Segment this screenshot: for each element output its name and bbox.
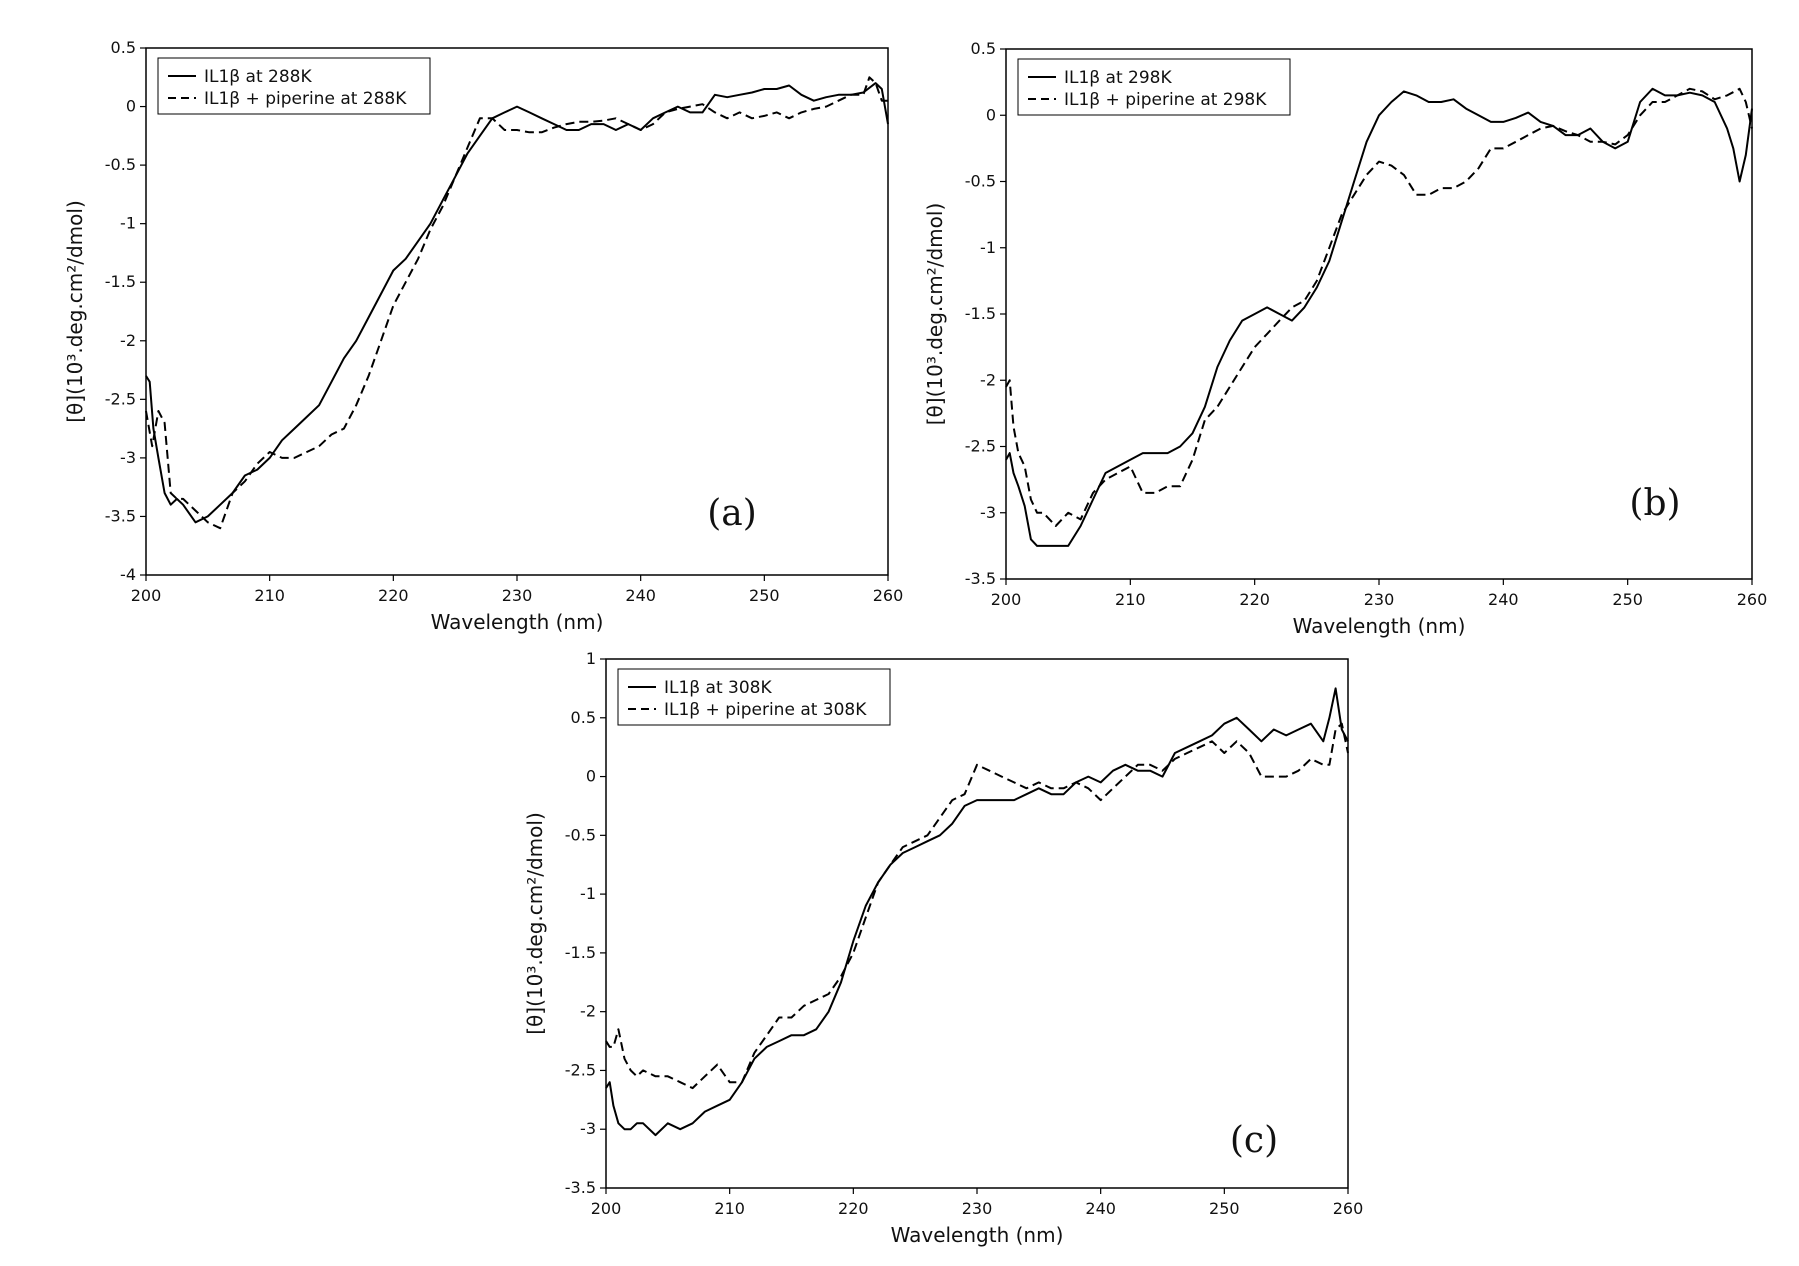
panel-b-y-tick-label: 0.5 xyxy=(971,39,996,58)
panel-c-series-dashed-line xyxy=(605,722,1349,1090)
panel-a-y-tick-label: 0 xyxy=(126,97,136,116)
panel-b-legend-entry-solid: IL1β at 298K xyxy=(1064,68,1172,88)
panel-a-plot-frame xyxy=(145,47,889,576)
panel-a-x-tick-label: 220 xyxy=(378,586,409,605)
panel-c-series-lines xyxy=(605,687,1349,1137)
panel-c-y-tick-label: -2 xyxy=(580,1002,596,1021)
chart-panel-b: 200 210 220 230 240 250 260 0.5 0 -0.5 -1 -1.5 -2 -2.… xyxy=(923,39,1767,638)
panel-a-x-tick-label: 210 xyxy=(254,586,285,605)
panel-b-y-tick-label: -0.5 xyxy=(965,172,996,191)
panel-c-ticks: 200 210 220 230 240 250 260 1 0.5 0 -0.5 -1 -1.5 -2 -2… xyxy=(565,649,1363,1218)
panel-a-legend-entry-solid: IL1β at 288K xyxy=(204,67,312,87)
panel-c-x-tick-label: 230 xyxy=(962,1199,993,1218)
panel-c-y-tick-label: 0.5 xyxy=(571,708,596,727)
panel-b-legend-entry-dashed: IL1β + piperine at 298K xyxy=(1064,90,1267,110)
panel-c-series-solid-line xyxy=(605,687,1349,1137)
panel-c-legend-box xyxy=(617,668,891,726)
panel-b-x-tick-label: 250 xyxy=(1612,590,1643,609)
panel-c-y-axis-label: [θ](10³.deg.cm²/dmol) xyxy=(523,812,547,1035)
panel-a-legend-entry-dashed: IL1β + piperine at 288K xyxy=(204,89,407,109)
panel-b-y-tick-label: -2 xyxy=(980,370,996,389)
chart-panel-c: 200 210 220 230 240 250 260 1 0.5 0 -0.5 -1 -1.5 -2 -2… xyxy=(523,649,1363,1247)
panel-a-label: (a) xyxy=(707,493,757,534)
panel-c-x-tick-label: 220 xyxy=(838,1199,869,1218)
panel-b-x-tick-label: 200 xyxy=(991,590,1022,609)
panel-c-x-tick-label: 260 xyxy=(1333,1199,1364,1218)
panel-c-legend-entry-solid: IL1β at 308K xyxy=(664,678,772,698)
panel-a-y-tick-label: -3.5 xyxy=(105,506,136,525)
panel-c-x-axis-label: Wavelength (nm) xyxy=(891,1223,1064,1247)
panel-b-series-lines xyxy=(1005,87,1753,547)
chart-panel-a: 200 210 220 230 240 250 260 0.5 0 -0.5 -1 -1.5 -2 -2.… xyxy=(63,38,903,634)
panel-a-x-tick-label: 230 xyxy=(502,586,533,605)
panel-a-y-tick-label: -2 xyxy=(120,331,136,350)
panel-c-y-tick-label: -1.5 xyxy=(565,943,596,962)
panel-b-ticks: 200 210 220 230 240 250 260 0.5 0 -0.5 -1 -1.5 -2 -2.… xyxy=(965,39,1767,609)
panel-b-y-tick-label: 0 xyxy=(986,105,996,124)
panel-b-y-tick-label: -3.5 xyxy=(965,569,996,588)
panel-c-legend: IL1β at 308K IL1β + piperine at 308K xyxy=(617,668,891,726)
panel-a-legend: IL1β at 288K IL1β + piperine at 288K xyxy=(157,57,431,115)
panel-c-x-tick-label: 200 xyxy=(591,1199,622,1218)
panel-a-x-tick-label: 240 xyxy=(625,586,656,605)
panel-c-y-tick-label: -2.5 xyxy=(565,1060,596,1079)
panel-b-series-dashed-line xyxy=(1005,87,1753,527)
panel-b-x-tick-label: 220 xyxy=(1239,590,1270,609)
panel-c-x-tick-label: 250 xyxy=(1209,1199,1240,1218)
panel-c-label: (c) xyxy=(1230,1120,1278,1161)
panel-b-y-tick-label: -2.5 xyxy=(965,437,996,456)
panel-b-legend: IL1β at 298K IL1β + piperine at 298K xyxy=(1017,58,1291,116)
panel-a-y-tick-label: -3 xyxy=(120,448,136,467)
panel-a-y-tick-label: -0.5 xyxy=(105,155,136,174)
panel-c-y-tick-label: -3 xyxy=(580,1119,596,1138)
panel-a-ticks: 200 210 220 230 240 250 260 0.5 0 -0.5 -1 -1.5 -2 -2.… xyxy=(105,38,903,605)
panel-b-y-tick-label: -1.5 xyxy=(965,304,996,323)
panel-a-legend-box xyxy=(157,57,431,115)
panel-c-x-tick-label: 210 xyxy=(714,1199,745,1218)
panel-c-y-tick-label: -0.5 xyxy=(565,825,596,844)
panel-a-x-tick-label: 250 xyxy=(749,586,780,605)
panel-b-y-axis-label: [θ](10³.deg.cm²/dmol) xyxy=(923,203,947,426)
panel-b-y-tick-label: -1 xyxy=(980,238,996,257)
panel-c-y-tick-label: 1 xyxy=(586,649,596,668)
panel-c-legend-entry-dashed: IL1β + piperine at 308K xyxy=(664,700,867,720)
panel-c-y-tick-label: -1 xyxy=(580,884,596,903)
panel-b-series-solid-line xyxy=(1005,87,1753,547)
panel-b-plot-frame xyxy=(1005,48,1753,580)
panel-c-y-tick-label: 0 xyxy=(586,767,596,786)
panel-b-x-tick-label: 260 xyxy=(1737,590,1768,609)
panel-c-y-tick-label: -3.5 xyxy=(565,1178,596,1197)
panel-b-x-tick-label: 210 xyxy=(1115,590,1146,609)
panel-a-x-tick-label: 200 xyxy=(131,586,162,605)
panel-a-y-tick-label: -1.5 xyxy=(105,272,136,291)
panel-a-y-axis-label: [θ](10³.deg.cm²/dmol) xyxy=(63,200,87,423)
panel-b-x-axis-label: Wavelength (nm) xyxy=(1293,614,1466,638)
panel-a-series-dashed-line xyxy=(145,76,888,530)
panel-a-y-tick-label: -1 xyxy=(120,214,136,233)
panel-b-label: (b) xyxy=(1629,483,1680,524)
panel-b-x-tick-label: 230 xyxy=(1364,590,1395,609)
panel-b-legend-box xyxy=(1017,58,1291,116)
panel-b-x-tick-label: 240 xyxy=(1488,590,1519,609)
panel-a-x-axis-label: Wavelength (nm) xyxy=(431,610,604,634)
panel-a-series-solid-line xyxy=(145,82,889,524)
panel-a-y-tick-label: -2.5 xyxy=(105,389,136,408)
panel-a-y-tick-label: -4 xyxy=(120,565,136,584)
panel-b-y-tick-label: -3 xyxy=(980,503,996,522)
panel-a-series-lines xyxy=(145,76,889,530)
panel-a-x-tick-label: 260 xyxy=(873,586,904,605)
panel-c-plot-frame xyxy=(605,658,1349,1189)
panel-c-x-tick-label: 240 xyxy=(1085,1199,1116,1218)
panel-a-y-tick-label: 0.5 xyxy=(111,38,136,57)
